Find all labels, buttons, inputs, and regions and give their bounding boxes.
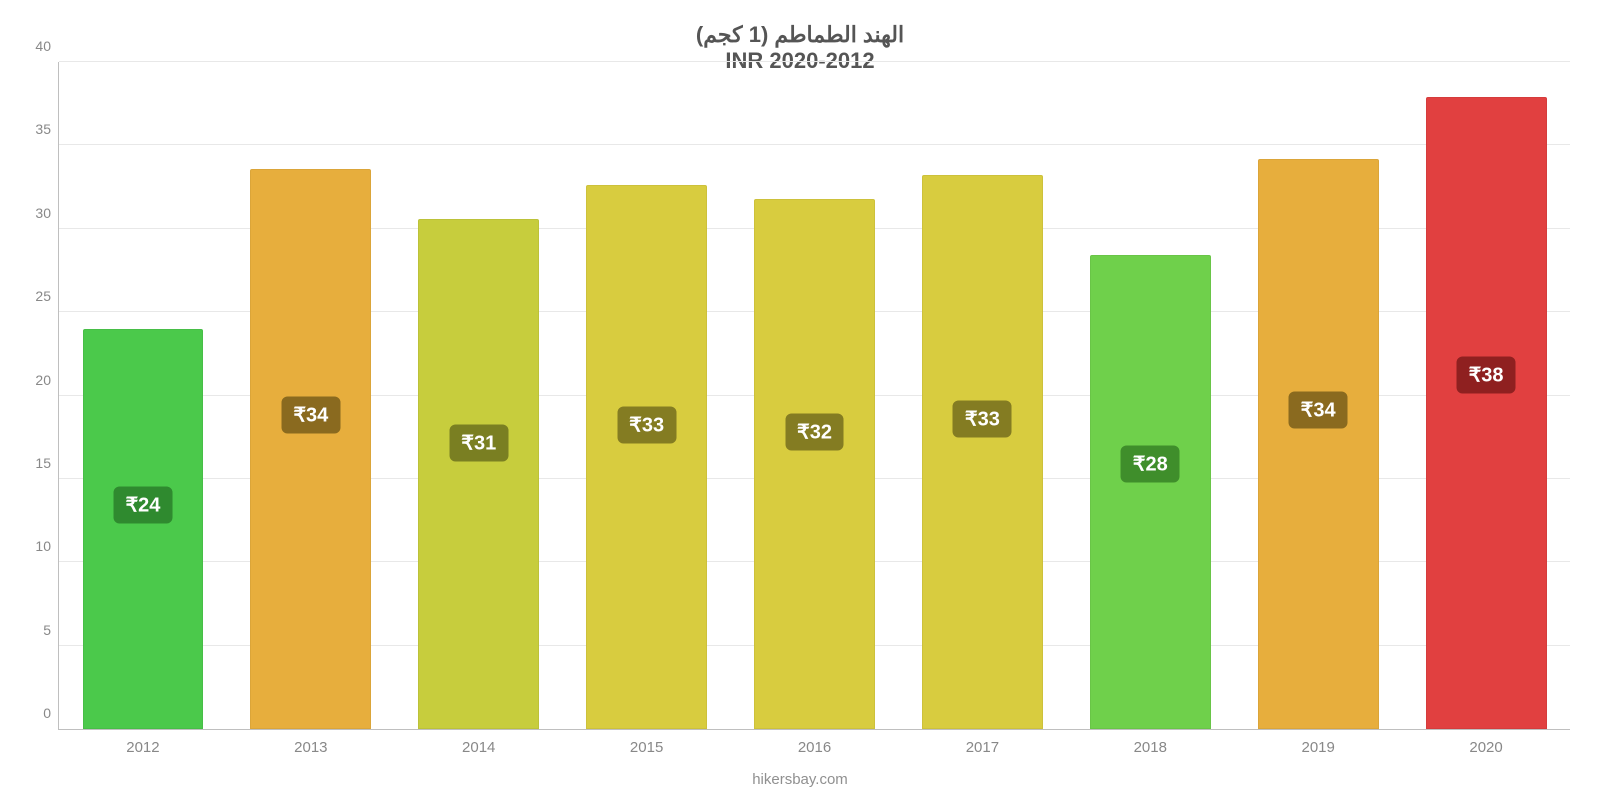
bar-value-label: ₹38 — [1457, 357, 1516, 394]
bar: ₹32 — [754, 199, 875, 729]
bar: ₹34 — [1258, 159, 1379, 729]
bar: ₹33 — [922, 175, 1043, 729]
bar-value-label: ₹24 — [113, 486, 172, 523]
y-tick-label: 35 — [19, 121, 51, 137]
bar: ₹31 — [418, 219, 539, 729]
y-tick-label: 20 — [19, 372, 51, 388]
bar-slot: ₹282018 — [1066, 62, 1234, 729]
bar-slot: ₹332015 — [563, 62, 731, 729]
x-tick-label: 2016 — [798, 729, 831, 756]
bar-value-label: ₹31 — [449, 425, 508, 462]
bar-value-label: ₹34 — [1289, 391, 1348, 428]
bar-slot: ₹342019 — [1234, 62, 1402, 729]
bar: ₹28 — [1090, 255, 1211, 729]
x-tick-label: 2019 — [1301, 729, 1334, 756]
bar-slot: ₹312014 — [395, 62, 563, 729]
x-tick-label: 2014 — [462, 729, 495, 756]
x-tick-label: 2015 — [630, 729, 663, 756]
bar-slot: ₹382020 — [1402, 62, 1570, 729]
y-tick-label: 10 — [19, 538, 51, 554]
bar-value-label: ₹32 — [785, 414, 844, 451]
bar-value-label: ₹33 — [617, 406, 676, 443]
x-tick-label: 2012 — [126, 729, 159, 756]
bar-value-label: ₹33 — [953, 400, 1012, 437]
bar: ₹24 — [83, 329, 204, 729]
bar-slot: ₹322016 — [731, 62, 899, 729]
y-tick-label: 0 — [19, 705, 51, 721]
x-tick-label: 2018 — [1134, 729, 1167, 756]
plot-area: 0510152025303540₹242012₹342013₹312014₹33… — [58, 62, 1570, 730]
bar-value-label: ₹28 — [1121, 445, 1180, 482]
plot: 0510152025303540₹242012₹342013₹312014₹33… — [58, 62, 1570, 730]
y-tick-label: 5 — [19, 622, 51, 638]
y-tick-label: 40 — [19, 38, 51, 54]
x-tick-label: 2017 — [966, 729, 999, 756]
x-tick-label: 2020 — [1469, 729, 1502, 756]
bar: ₹38 — [1426, 97, 1547, 729]
y-tick-label: 25 — [19, 288, 51, 304]
x-tick-label: 2013 — [294, 729, 327, 756]
y-tick-label: 30 — [19, 205, 51, 221]
bar-slot: ₹332017 — [898, 62, 1066, 729]
y-tick-label: 15 — [19, 455, 51, 471]
bar-slot: ₹342013 — [227, 62, 395, 729]
bar: ₹33 — [586, 185, 707, 729]
bars-container: ₹242012₹342013₹312014₹332015₹322016₹3320… — [59, 62, 1570, 729]
source-credit: hikersbay.com — [0, 771, 1600, 788]
bar-slot: ₹242012 — [59, 62, 227, 729]
bar: ₹34 — [250, 169, 371, 729]
bar-value-label: ₹34 — [281, 397, 340, 434]
chart-title-line1: الهند الطماطم (1 كجم) — [696, 22, 904, 47]
